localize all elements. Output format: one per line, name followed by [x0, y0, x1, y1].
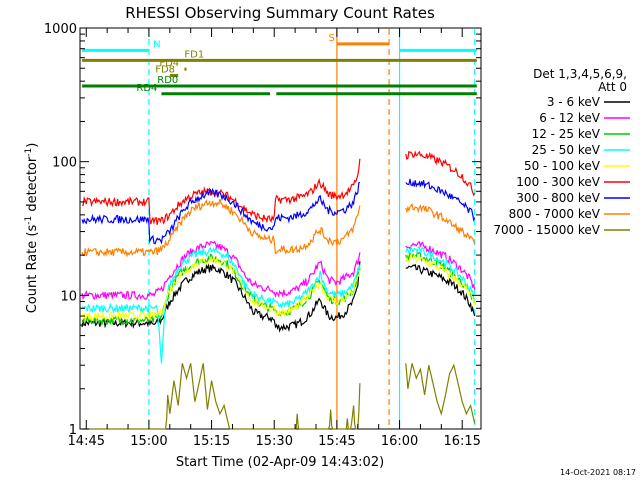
- flag-label: S: [329, 33, 335, 44]
- flag-label: RD4: [136, 83, 157, 94]
- x-tick-label: 15:45: [318, 434, 355, 449]
- series-line: [405, 202, 476, 245]
- legend-label: 6 - 12 keV: [539, 111, 601, 125]
- x-axis-ticks: 14:45 15:00 15:15 15:30 15:45 16:00 16:15: [68, 28, 481, 449]
- y-axis-label-sup2: -1: [24, 148, 34, 157]
- x-tick-label: 15:15: [193, 434, 230, 449]
- legend-header-attenuator: Att 0: [598, 80, 627, 94]
- legend-label: 12 - 25 keV: [532, 127, 601, 141]
- event-marker-lines: [148, 29, 476, 428]
- legend-label: 300 - 800 keV: [516, 191, 600, 205]
- y-tick-label: 1: [69, 423, 77, 438]
- y-axis-label-end: ): [25, 143, 40, 148]
- x-axis-label: Start Time (02-Apr-09 14:43:02): [176, 455, 384, 470]
- series-line: [81, 181, 361, 245]
- flag-label: N: [153, 39, 160, 50]
- timestamp: 14-Oct-2021 08:17: [560, 468, 636, 477]
- y-tick-label: 1000: [44, 22, 77, 37]
- legend-label: 800 - 7000 keV: [509, 207, 601, 221]
- series-line: [81, 257, 361, 323]
- series-line: [405, 150, 476, 197]
- series-line: [405, 178, 476, 222]
- series-line: [405, 241, 476, 290]
- legend-label: 50 - 100 keV: [524, 159, 601, 173]
- legend-label: 3 - 6 keV: [547, 95, 601, 109]
- series-line: [81, 245, 361, 364]
- series-line: [405, 363, 476, 424]
- chart-title: RHESSI Observing Summary Count Rates: [125, 4, 435, 22]
- x-tick-label: 15:30: [256, 434, 293, 449]
- x-tick-label: 14:45: [68, 434, 105, 449]
- series-line: [405, 252, 476, 305]
- x-tick-label: 16:00: [381, 434, 418, 449]
- legend-label: 25 - 50 keV: [532, 143, 601, 157]
- series-line: [405, 245, 476, 302]
- legend-label: 7000 - 15000 keV: [493, 223, 600, 237]
- legend-header-detectors: Det 1,3,4,5,6,9,: [533, 67, 627, 81]
- series-line: [82, 363, 361, 430]
- flag-label: FD4: [159, 58, 179, 69]
- flag-label: RD0: [157, 75, 178, 86]
- y-tick-label: 10: [60, 289, 77, 304]
- y-axis-ticks: 1 10 100 1000: [44, 22, 481, 438]
- x-tick-label: 16:15: [443, 434, 480, 449]
- y-tick-label: 100: [52, 156, 77, 171]
- series-line: [81, 198, 361, 258]
- flag-label: FD8: [155, 65, 175, 76]
- series-line: [81, 158, 361, 225]
- series-group: [81, 150, 476, 430]
- y-axis-label-mid: detector: [25, 156, 40, 216]
- y-axis-label-main: Count Rate (s: [25, 225, 40, 314]
- y-axis-label-sup1: -1: [24, 216, 34, 225]
- legend-label: 100 - 300 keV: [516, 175, 600, 189]
- series-line: [81, 240, 361, 301]
- series-line: [405, 263, 476, 317]
- flag-label: FD1: [184, 49, 204, 60]
- x-tick-label: 15:00: [130, 434, 167, 449]
- legend: 3 - 6 keV 6 - 12 keV 12 - 25 keV 25 - 50 ke…: [493, 95, 630, 237]
- y-axis-label: Count Rate (s-1 detector-1): [24, 143, 40, 314]
